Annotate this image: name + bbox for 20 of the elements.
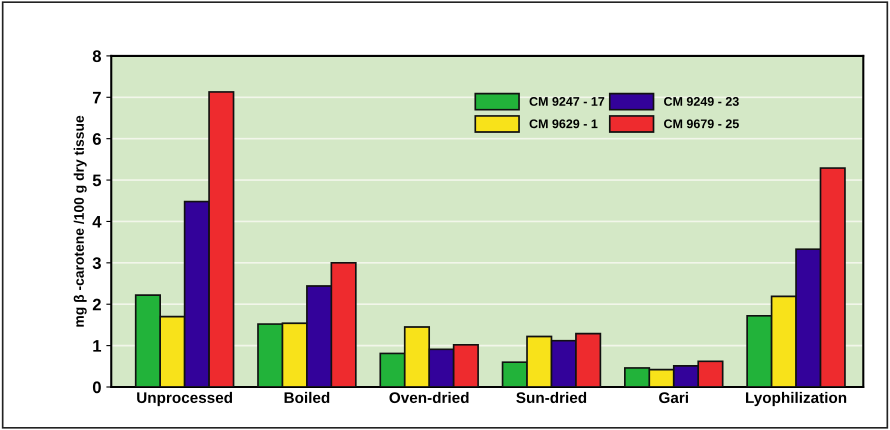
x-tick-label: Oven-dried: [389, 392, 469, 404]
x-tick-label: Sun-dried: [516, 392, 586, 404]
legend-label: CM 9249 - 23: [664, 97, 739, 106]
y-tick-label: 5: [92, 174, 102, 186]
y-tick-label: 7: [92, 92, 101, 104]
y-tick-label: 0: [92, 381, 101, 394]
y-tick-label: 1: [93, 340, 102, 352]
y-axis-title: mg β -carotene /100 g dry tissue: [74, 116, 87, 327]
y-tick-label: 4: [92, 216, 102, 228]
y-tick-label: 8: [92, 50, 102, 62]
y-tick-label: 3: [92, 257, 101, 270]
legend-label: CM 9629 - 1: [530, 119, 598, 128]
y-tick-label: 6: [92, 133, 101, 145]
x-tick-label: Boiled: [284, 392, 330, 404]
x-tick-label: Lyophilization: [746, 392, 846, 406]
legend-label: CM 9247 - 17: [530, 97, 604, 106]
x-tick-label: Gari: [659, 392, 688, 404]
x-tick-label: Unprocessed: [137, 392, 232, 406]
y-tick-label: 2: [92, 298, 101, 310]
legend-label: CM 9679 - 25: [664, 119, 739, 128]
